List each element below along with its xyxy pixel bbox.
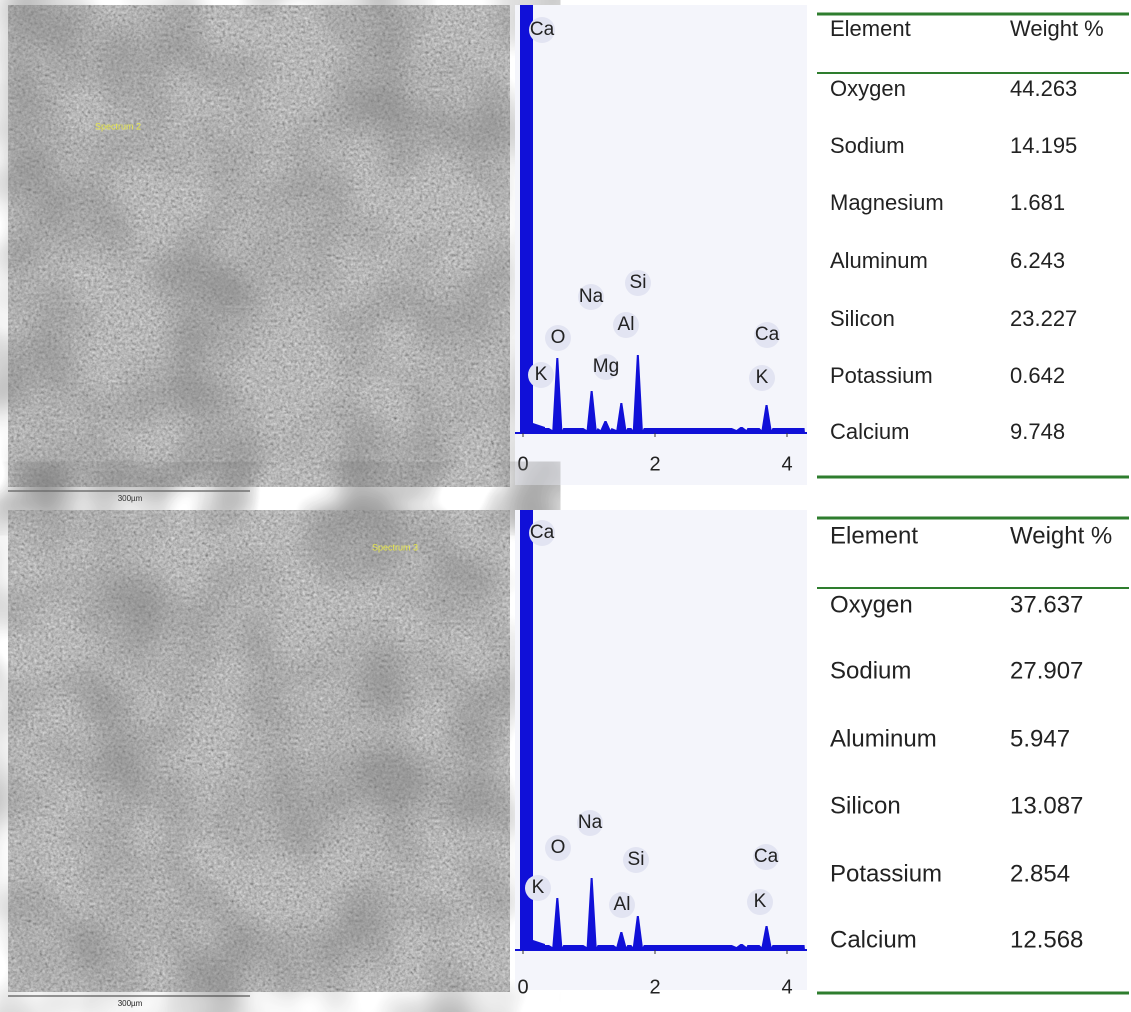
table-cell: Potassium [830, 363, 933, 388]
peak-label: K [756, 367, 769, 388]
table-cell: Silicon [830, 306, 895, 331]
table-header: Element [830, 16, 911, 41]
table-cell: Calcium [830, 419, 909, 444]
spectrum-label: Spectrum 3 [372, 542, 418, 552]
figure: Spectrum 2 300µm 0 2 4 Ca O Na Si Al Mg K Ca K Element… [0, 0, 1131, 1012]
peak-label: K [754, 891, 767, 912]
peak-label: O [551, 327, 566, 348]
table-cell: Sodium [830, 657, 911, 684]
table-cell: 27.907 [1010, 657, 1083, 684]
sem-features [8, 5, 510, 487]
peak-label: Mg [593, 356, 619, 377]
table-cell: 1.681 [1010, 190, 1065, 215]
peak-label: Si [630, 272, 647, 293]
table-cell: Sodium [830, 133, 905, 158]
table-cell: Oxygen [830, 76, 906, 101]
table-cell: 23.227 [1010, 306, 1077, 331]
table-cell: Aluminum [830, 725, 937, 752]
x-tick-label: 4 [781, 976, 792, 998]
peak-label: Al [614, 894, 631, 915]
table-cell: 5.947 [1010, 725, 1070, 752]
table-cell: 9.748 [1010, 419, 1065, 444]
peak-label: Al [618, 314, 635, 335]
peak-label: Na [579, 286, 604, 307]
peak-label: Ca [755, 324, 780, 345]
table-cell: 12.568 [1010, 926, 1083, 953]
table-cell: 37.637 [1010, 591, 1083, 618]
table-header: Element [830, 522, 918, 549]
peak-label: K [535, 364, 548, 385]
peak-label: K [532, 877, 545, 898]
peak-label: O [551, 837, 566, 858]
table-cell: Magnesium [830, 190, 944, 215]
peak-label: Na [578, 812, 603, 833]
table-cell: 0.642 [1010, 363, 1065, 388]
table-cell: Oxygen [830, 591, 913, 618]
spectrum-label: Spectrum 2 [95, 121, 141, 131]
sem-features [8, 510, 510, 992]
x-tick-label: 2 [649, 453, 660, 475]
peak-label: Si [628, 849, 645, 870]
table-cell: Silicon [830, 792, 901, 819]
table-cell: 13.087 [1010, 792, 1083, 819]
x-tick-label: 0 [517, 453, 528, 475]
x-tick-label: 0 [517, 976, 528, 998]
x-tick-label: 4 [781, 453, 792, 475]
table-cell: Aluminum [830, 248, 928, 273]
table-header: Weight % [1010, 16, 1104, 41]
table-cell: Potassium [830, 860, 942, 887]
table-cell: Calcium [830, 926, 917, 953]
table-header: Weight % [1010, 522, 1112, 549]
x-tick-label: 2 [649, 976, 660, 998]
scale-bar-label: 300µm [118, 494, 143, 503]
table-cell: 6.243 [1010, 248, 1065, 273]
scale-bar-label: 300µm [118, 999, 143, 1008]
table-cell: 44.263 [1010, 76, 1077, 101]
peak-label: Ca [754, 846, 779, 867]
peak-label: Ca [530, 19, 555, 40]
table-cell: 2.854 [1010, 860, 1070, 887]
peak-label: Ca [530, 522, 555, 543]
table-cell: 14.195 [1010, 133, 1077, 158]
